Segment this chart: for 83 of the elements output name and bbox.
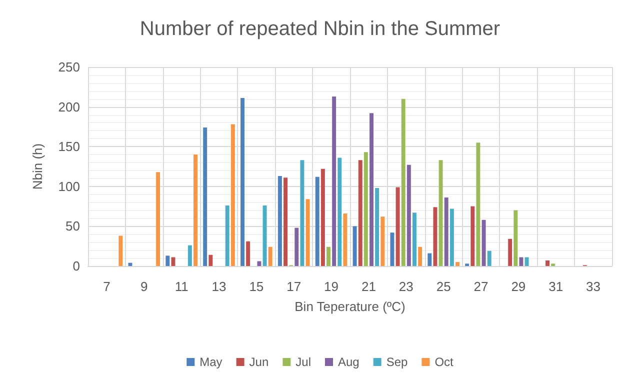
x-tick-label: 29 — [511, 279, 526, 294]
bar — [246, 241, 250, 266]
y-tick-label: 150 — [58, 139, 80, 154]
x-tick-label: 25 — [436, 279, 451, 294]
bar — [456, 262, 460, 266]
bar — [320, 168, 325, 266]
bar — [306, 199, 310, 266]
bar — [401, 98, 406, 266]
y-tick-label: 50 — [66, 218, 80, 234]
legend-label: Oct — [434, 355, 454, 369]
bar — [482, 220, 486, 266]
x-tick-label: 9 — [140, 279, 148, 294]
y-axis-title: Nbin (h) — [30, 143, 45, 190]
bar — [208, 254, 213, 266]
chart-title: Number of repeated Nbin in the Summer — [140, 18, 500, 40]
x-tick-label: 15 — [249, 279, 264, 294]
legend-label: Aug — [338, 355, 360, 369]
bar — [406, 164, 411, 266]
x-tick-label: 7 — [103, 279, 110, 294]
bar — [262, 206, 267, 266]
bar — [514, 210, 518, 266]
bar — [225, 206, 230, 266]
bar — [396, 187, 400, 266]
bar — [278, 176, 282, 266]
bar — [118, 236, 123, 266]
bar — [194, 154, 198, 266]
bar — [487, 250, 492, 266]
legend-label: May — [200, 355, 222, 369]
x-tick-label: 19 — [324, 279, 339, 294]
bar — [524, 257, 529, 266]
y-tick-label: 200 — [58, 99, 80, 114]
x-tick-label: 33 — [586, 279, 601, 294]
bar — [519, 257, 524, 266]
x-tick-label: 17 — [286, 279, 302, 294]
bar — [546, 260, 550, 266]
x-axis-title: Bin Teperature (ºC) — [294, 299, 406, 314]
x-tick-label: 31 — [548, 279, 564, 294]
bar — [300, 160, 304, 266]
bar — [370, 113, 374, 266]
bar — [433, 207, 438, 266]
bar — [470, 206, 475, 266]
bar — [390, 232, 394, 266]
bar — [268, 246, 272, 266]
bar — [380, 216, 385, 266]
bar — [352, 226, 357, 266]
bar — [203, 127, 208, 266]
bar — [128, 262, 132, 266]
bar — [358, 160, 362, 266]
bar — [375, 188, 380, 266]
bar — [450, 208, 454, 266]
y-tick-label: 250 — [58, 60, 80, 74]
bar — [332, 96, 336, 266]
bar — [476, 142, 480, 266]
x-tick-label: 21 — [361, 279, 376, 294]
x-tick-label: 13 — [212, 279, 226, 294]
y-tick-label: 100 — [58, 178, 80, 194]
bar — [188, 245, 192, 266]
bar — [294, 228, 299, 266]
bar — [338, 158, 342, 266]
legend-label: Jun — [249, 355, 269, 369]
bar — [343, 213, 348, 266]
bar — [326, 246, 330, 266]
bar — [438, 160, 443, 266]
bar — [166, 256, 170, 266]
bar — [284, 178, 288, 266]
bar — [156, 172, 160, 266]
bar — [257, 261, 262, 266]
x-tick-label: 23 — [398, 279, 414, 294]
bar — [230, 124, 235, 266]
y-tick-label: 0 — [72, 258, 80, 274]
bar — [315, 176, 320, 266]
bar — [240, 98, 244, 266]
bar — [364, 152, 368, 266]
x-tick-label: 27 — [474, 279, 488, 294]
bar — [418, 246, 422, 266]
legend-label: Sep — [386, 355, 408, 369]
bar — [428, 253, 432, 266]
bar — [444, 198, 448, 266]
bar — [171, 257, 176, 266]
legend-label: Jul — [296, 355, 311, 369]
bar — [412, 212, 416, 266]
x-tick-label: 11 — [174, 279, 188, 294]
bar — [508, 238, 512, 266]
